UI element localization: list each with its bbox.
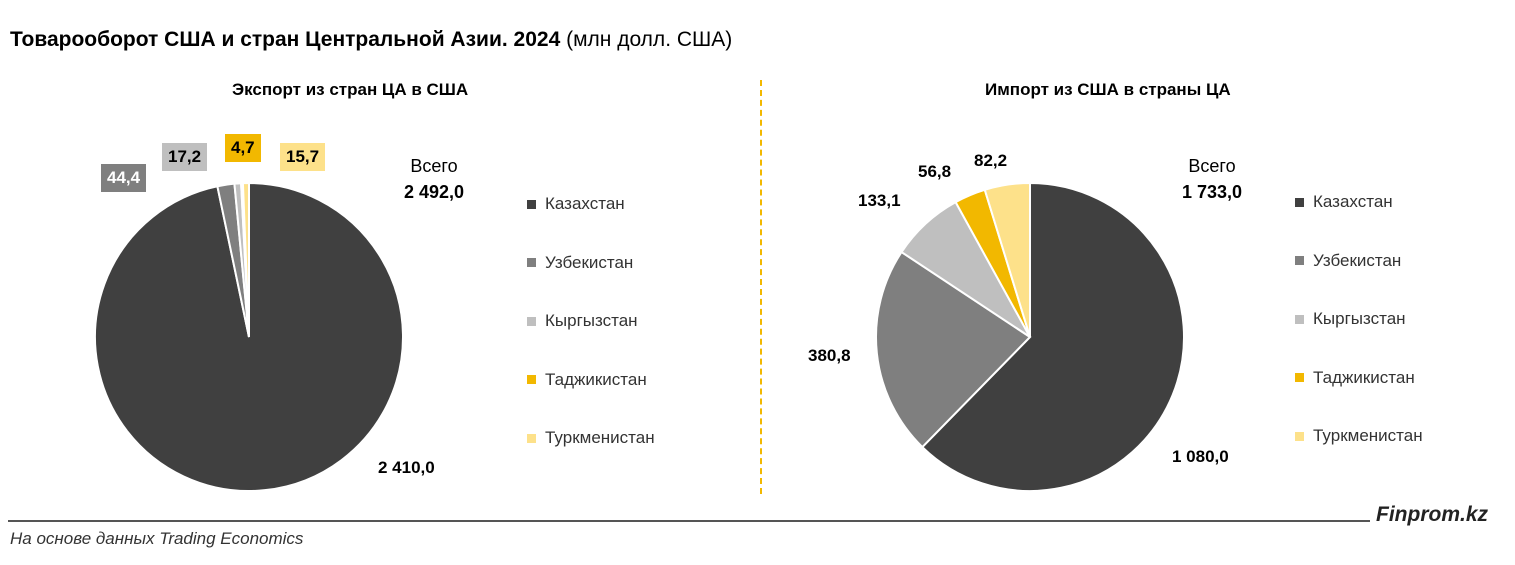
export-total-value: 2 492,0 [403,182,465,202]
export-legend-label: Казахстан [545,194,625,214]
import-label-turkmenistan: 82,2 [974,151,1008,170]
export-label-turkmenistan: 15,7 [280,143,326,171]
import-label-uzbekistan: 380,8 [808,346,851,365]
export-legend: Казахстан Узбекистан Кыргызстан Таджикистан… [527,175,655,468]
import-pie [875,181,1185,492]
export-legend-label: Кыргызстан [545,311,638,331]
import-legend-label: Туркменистан [1313,426,1423,446]
import-legend-swatch [1295,373,1304,383]
import-legend-label: Кыргызстан [1313,309,1406,329]
import-total: Всего 1 733,0 [1167,153,1257,205]
import-legend-item: Таджикистан [1295,349,1423,408]
export-legend-swatch [527,375,536,385]
export-label-tajikistan: 4,7 [225,134,261,162]
title-main: Товарооборот США и стран Центральной Ази… [10,28,561,51]
import-slice-0 [920,181,1185,492]
export-label-kazakhstan: 2 410,0 [378,458,435,477]
export-legend-label: Таджикистан [545,369,647,389]
import-legend-swatch [1295,431,1304,441]
source-note: На основе данных Trading Economics [10,529,304,548]
export-legend-swatch [527,316,536,326]
export-legend-label: Узбекистан [545,252,634,272]
export-legend-swatch [527,258,536,268]
export-legend-item: Кыргызстан [527,292,655,351]
export-legend-item: Узбекистан [527,234,655,293]
export-legend-item: Туркменистан [527,409,655,468]
chart-divider [760,80,762,494]
import-legend-item: Казахстан [1295,173,1423,232]
import-total-value: 1 733,0 [1181,182,1243,202]
import-legend-item: Кыргызстан [1295,290,1423,349]
import-label-kazakhstan: 1 080,0 [1172,447,1229,466]
import-legend-swatch [1295,256,1304,266]
brand-logo: Finprom.kz [1376,503,1489,526]
import-legend-item: Туркменистан [1295,407,1423,466]
import-label-kyrgyzstan: 133,1 [858,191,901,210]
import-legend-label: Узбекистан [1313,250,1402,270]
export-total-label: Всего [410,156,458,176]
title-units: (млн долл. США) [566,28,733,51]
import-chart-title: Импорт из США в страны ЦА [985,80,1231,99]
export-legend-label: Туркменистан [545,428,655,448]
export-label-uzbekistan: 44,4 [101,164,147,192]
export-chart-title: Экспорт из стран ЦА в США [232,80,469,99]
export-legend-item: Таджикистан [527,351,655,410]
import-legend-swatch [1295,314,1304,324]
import-total-label: Всего [1188,156,1236,176]
import-slice-1 [875,250,1032,449]
import-slice-4 [983,181,1031,338]
import-label-tajikistan: 56,8 [918,162,952,181]
import-legend-item: Узбекистан [1295,232,1423,291]
import-legend-label: Таджикистан [1313,367,1415,387]
export-total: Всего 2 492,0 [394,153,474,205]
export-legend-item: Казахстан [527,175,655,234]
import-legend-swatch [1295,197,1304,207]
import-legend: Казахстан Узбекистан Кыргызстан Таджикистан… [1295,173,1423,466]
export-slice-4 [241,181,250,338]
export-legend-swatch [527,199,536,209]
export-legend-swatch [527,433,536,443]
import-legend-label: Казахстан [1313,192,1393,212]
export-label-kyrgyzstan: 17,2 [162,143,208,171]
footer-rule [8,520,1370,522]
export-pie [94,181,404,492]
page-title: Товарооборот США и стран Центральной Ази… [10,28,732,52]
